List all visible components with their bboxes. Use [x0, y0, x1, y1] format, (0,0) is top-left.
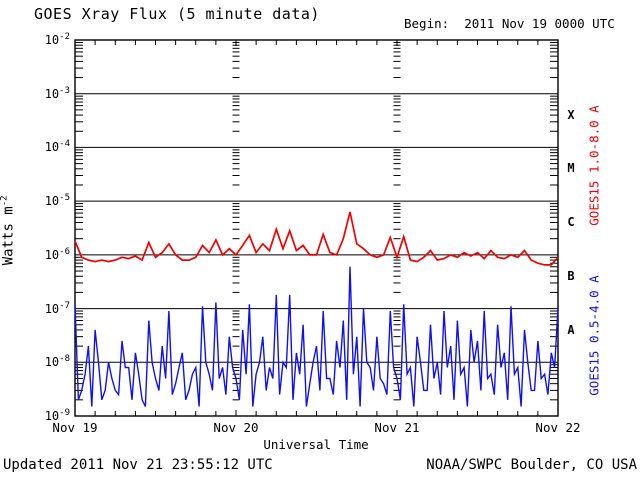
y-tick-label: 10-6 — [44, 246, 70, 262]
flare-class-label: C — [567, 215, 575, 230]
begin-timestamp-label: Begin: 2011 Nov 19 0000 UTC — [404, 16, 615, 31]
updated-timestamp: Updated 2011 Nov 21 23:55:12 UTC — [3, 457, 273, 473]
goes-long-channel-label: GOES15 1.0-8.0 A — [586, 105, 602, 226]
x-tick-label: Nov 19 — [52, 420, 98, 435]
flare-class-label: M — [567, 161, 575, 176]
y-tick-label: 10-9 — [44, 408, 70, 423]
x-tick-label: Nov 22 — [535, 420, 581, 435]
y-tick-label: 10-5 — [44, 193, 70, 209]
page-title: GOES Xray Flux (5 minute data) — [34, 5, 320, 23]
source-attribution: NOAA/SWPC Boulder, CO USA — [426, 457, 637, 473]
x-tick-label: Nov 21 — [374, 420, 420, 435]
y-tick-label: 10-8 — [44, 354, 70, 370]
flare-class-label: A — [567, 322, 575, 337]
goes-short-channel-label: GOES15 0.5-4.0 A — [586, 275, 602, 396]
y-tick-label: 10-7 — [44, 300, 70, 316]
y-tick-label: 10-2 — [44, 32, 70, 47]
y-tick-label: 10-3 — [44, 85, 70, 101]
x-tick-label: Nov 20 — [213, 420, 259, 435]
y-tick-label: 10-4 — [44, 139, 70, 155]
x-axis-label: Universal Time — [263, 437, 369, 452]
flare-class-label: B — [567, 268, 575, 283]
goes-short-channel-line — [74, 266, 559, 407]
goes-long-channel-line — [74, 211, 559, 266]
flare-class-label: X — [567, 107, 575, 122]
